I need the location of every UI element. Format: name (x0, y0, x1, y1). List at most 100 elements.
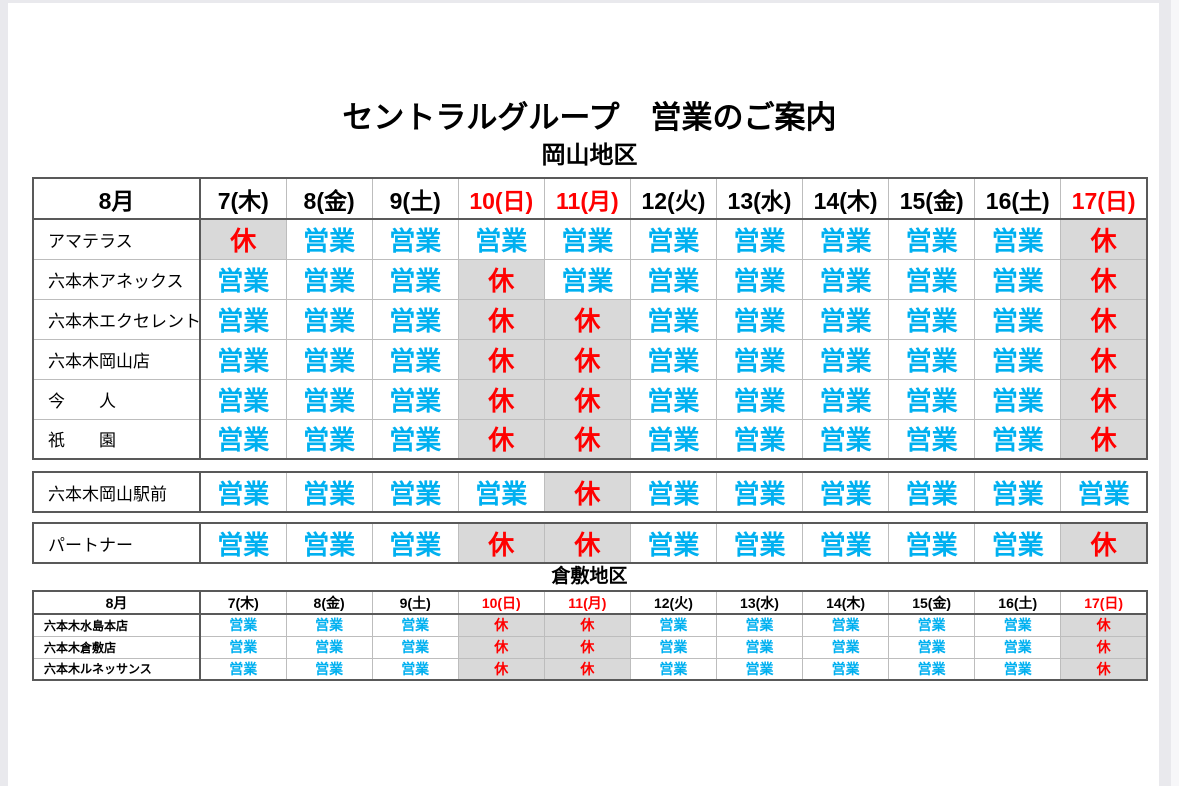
partner-schedule-table-wrap: パートナー 営業 営業 営業休休営業 営業 営業 営業 営業休 (32, 522, 1148, 564)
store-row: 六本木岡山駅前 営業 営業 営業 営業休営業 営業 営業 営業 営業 営業 (32, 471, 1148, 513)
status-cell: 営業 (715, 418, 804, 460)
status-cell: 営業 (371, 218, 459, 260)
status-cell: 営業 (285, 218, 373, 260)
status-cell: 営業 (715, 522, 804, 564)
status-cell: 営業 (371, 657, 459, 681)
status-cell: 営業 (285, 613, 373, 637)
date-header-cell: 13(水) (715, 177, 804, 220)
status-cell: 営業 (629, 613, 717, 637)
status-cell: 休 (543, 338, 631, 380)
status-cell: 営業 (371, 338, 459, 380)
date-header-cell: 11(月) (543, 177, 631, 220)
date-header-cell: 12(火) (629, 177, 717, 220)
status-cell: 休 (457, 378, 545, 420)
status-cell: 営業 (888, 522, 976, 564)
status-cell: 営業 (715, 298, 804, 340)
status-cell: 休 (543, 471, 631, 513)
status-cell: 営業 (199, 418, 287, 460)
status-cell: 営業 (888, 657, 976, 681)
status-cell: 営業 (974, 613, 1062, 637)
date-header-cell: 16(土) (974, 177, 1062, 220)
status-cell: 営業 (715, 218, 804, 260)
status-cell: 休 (457, 635, 545, 659)
status-cell: 営業 (715, 338, 804, 380)
date-header-cell: 9(土) (371, 177, 459, 220)
store-name-cell: 祇 園 (32, 418, 201, 460)
status-cell: 休 (543, 522, 631, 564)
status-cell: 営業 (543, 258, 631, 300)
ekimae-schedule-table: 六本木岡山駅前 営業 営業 営業 営業休営業 営業 営業 営業 営業 営業 (32, 471, 1148, 513)
status-cell: 営業 (371, 258, 459, 300)
date-header-cell: 16(土) (974, 590, 1062, 615)
status-cell: 休 (457, 338, 545, 380)
date-header-cell: 11(月) (543, 590, 631, 615)
status-cell: 営業 (285, 418, 373, 460)
store-name-cell: 六本木倉敷店 (32, 635, 201, 659)
status-cell: 休 (543, 613, 631, 637)
status-cell: 休 (543, 635, 631, 659)
status-cell: 休 (1060, 218, 1148, 260)
status-cell: 営業 (974, 418, 1062, 460)
store-row: パートナー 営業 営業 営業休休営業 営業 営業 営業 営業休 (32, 522, 1148, 564)
status-cell: 営業 (802, 635, 890, 659)
status-cell: 休 (457, 298, 545, 340)
date-header-cell: 10(日) (457, 177, 545, 220)
window-edge-left (0, 0, 8, 786)
status-cell: 休 (543, 298, 631, 340)
month-header-cell: 8月 (32, 177, 201, 220)
status-cell: 営業 (371, 378, 459, 420)
status-cell: 休 (1060, 657, 1148, 681)
region-kurashiki-label: 倉敷地区 (551, 566, 628, 587)
status-cell: 営業 (199, 378, 287, 420)
date-header-cell: 7(木) (199, 177, 287, 220)
store-row: アマテラス休営業 営業 営業 営業 営業 営業 営業 営業 営業休 (32, 218, 1148, 260)
status-cell: 営業 (285, 338, 373, 380)
status-cell: 営業 (802, 218, 890, 260)
status-cell: 営業 (629, 635, 717, 659)
status-cell: 営業 (629, 418, 717, 460)
date-header-cell: 8(金) (285, 590, 373, 615)
kurashiki-schedule-table-wrap: 8月 7(木) 8(金) 9(土) 10(日) 11(月) 12(火) 13(水) 14(木) 1… (32, 590, 1148, 681)
status-cell: 営業 (715, 258, 804, 300)
store-row: 今 人営業 営業 営業休休営業 営業 営業 営業 営業休 (32, 378, 1148, 420)
store-row: 六本木ルネッサンス 営業 営業 営業休休営業 営業 営業 営業 営業休 (32, 657, 1148, 681)
status-cell: 営業 (974, 522, 1062, 564)
status-cell: 営業 (802, 338, 890, 380)
status-cell: 営業 (285, 378, 373, 420)
status-cell: 営業 (457, 218, 545, 260)
okayama-schedule-table: 8月 7(木) 8(金) 9(土) 10(日) 11(月) 12(火) 13(水) 14(木) 1… (32, 177, 1148, 460)
status-cell: 営業 (802, 258, 890, 300)
store-name-cell: アマテラス (32, 218, 201, 260)
store-name-cell: パートナー (32, 522, 201, 564)
kurashiki-schedule-table: 8月 7(木) 8(金) 9(土) 10(日) 11(月) 12(火) 13(水) 14(木) 1… (32, 590, 1148, 681)
window-edge-right (1159, 0, 1171, 786)
status-cell: 営業 (285, 298, 373, 340)
status-cell: 営業 (974, 635, 1062, 659)
status-cell: 営業 (888, 258, 976, 300)
status-cell: 営業 (888, 338, 976, 380)
date-header-cell: 9(土) (371, 590, 459, 615)
region-okayama-label: 岡山地区 (541, 143, 638, 169)
status-cell: 営業 (974, 338, 1062, 380)
status-cell: 営業 (888, 418, 976, 460)
status-cell: 営業 (285, 522, 373, 564)
status-cell: 休 (457, 657, 545, 681)
status-cell: 営業 (974, 378, 1062, 420)
status-cell: 営業 (802, 378, 890, 420)
status-cell: 休 (1060, 522, 1148, 564)
status-cell: 営業 (888, 635, 976, 659)
status-cell: 営業 (715, 657, 804, 681)
partner-schedule-table: パートナー 営業 営業 営業休休営業 営業 営業 営業 営業休 (32, 522, 1148, 564)
month-header-cell: 8月 (32, 590, 201, 615)
status-cell: 営業 (888, 378, 976, 420)
status-cell: 営業 (199, 613, 287, 637)
date-header-cell: 17(日) (1060, 177, 1148, 220)
status-cell: 営業 (888, 613, 976, 637)
store-row: 祇 園営業 営業 営業休休営業 営業 営業 営業 営業休 (32, 418, 1148, 460)
ekimae-schedule-table-wrap: 六本木岡山駅前 営業 営業 営業 営業休営業 営業 営業 営業 営業 営業 (32, 471, 1148, 513)
status-cell: 営業 (974, 298, 1062, 340)
status-cell: 休 (543, 657, 631, 681)
date-header-cell: 15(金) (888, 177, 976, 220)
status-cell: 営業 (629, 338, 717, 380)
